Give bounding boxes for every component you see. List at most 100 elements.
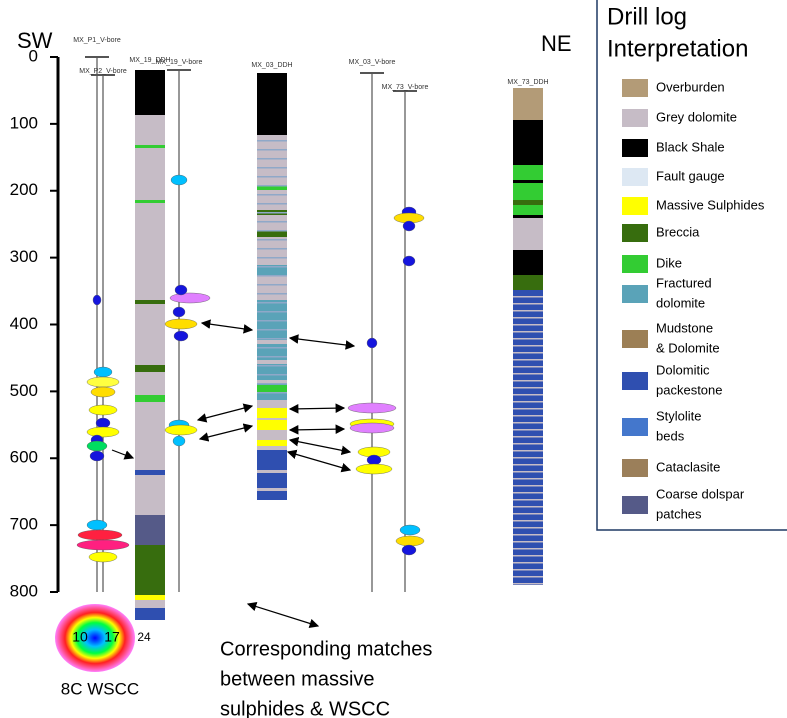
- wscc-disc: [87, 520, 107, 530]
- wscc-disc: [173, 307, 185, 317]
- stripe: [513, 450, 543, 452]
- lithology-band: [257, 300, 287, 330]
- stripe: [257, 284, 287, 286]
- stripe: [257, 338, 287, 340]
- legend-label: Coarse dolspar: [656, 486, 745, 501]
- wscc-disc: [96, 418, 110, 428]
- stripe: [513, 380, 543, 382]
- stripe: [257, 383, 287, 385]
- lithology-band: [513, 200, 543, 205]
- stripe: [513, 436, 543, 438]
- stripe: [257, 320, 287, 322]
- stripe: [257, 266, 287, 268]
- lithology-band: [135, 405, 165, 470]
- legend-label: Fault gauge: [656, 168, 725, 183]
- lithology-band: [257, 470, 287, 473]
- stripe: [513, 422, 543, 424]
- arrow: [290, 429, 344, 430]
- stripe: [513, 513, 543, 515]
- stripe: [513, 534, 543, 536]
- depth-tick-label: 200: [10, 180, 38, 199]
- lithology-band: [257, 408, 287, 418]
- depth-tick-label: 300: [10, 247, 38, 266]
- wscc-disc: [165, 319, 197, 329]
- depth-tick-label: 700: [10, 515, 38, 534]
- arrow: [202, 323, 252, 330]
- legend-title: Interpretation: [607, 35, 748, 62]
- wscc-disc: [78, 530, 122, 540]
- stripe: [257, 194, 287, 196]
- stripe: [513, 541, 543, 543]
- depth-tick-label: 400: [10, 314, 38, 333]
- stripe: [257, 311, 287, 313]
- legend-label: Black Shale: [656, 139, 725, 154]
- legend-swatch: [622, 139, 648, 157]
- borehole-label: MX_19_V-bore: [156, 59, 203, 66]
- wscc-disc: [173, 436, 185, 446]
- depth-tick-label: 0: [29, 46, 38, 65]
- stripe: [513, 562, 543, 564]
- stripe: [513, 345, 543, 347]
- arrow: [112, 450, 133, 458]
- stripe: [513, 310, 543, 312]
- wscc-disc: [165, 425, 197, 435]
- stripe: [513, 520, 543, 522]
- lithology-band: [135, 300, 165, 304]
- legend-swatch: [622, 109, 648, 127]
- lithology-band: [513, 275, 543, 290]
- stripe: [513, 464, 543, 466]
- arrow: [290, 408, 344, 409]
- stripe: [257, 248, 287, 250]
- wscc-disc: [400, 525, 420, 535]
- legend-swatch: [622, 496, 648, 514]
- scale-tick-label: 10: [72, 629, 88, 645]
- arrow: [290, 440, 350, 452]
- stripe: [513, 555, 543, 557]
- stripe: [513, 569, 543, 571]
- stripe: [257, 203, 287, 205]
- wscc-disc: [89, 552, 117, 562]
- lithology-band: [513, 215, 543, 218]
- legend-label: & Dolomite: [656, 340, 720, 355]
- lithology-band: [257, 420, 287, 430]
- lithology-band: [135, 545, 165, 595]
- stripe: [513, 331, 543, 333]
- stripe: [257, 239, 287, 241]
- lithology-band: [257, 340, 287, 344]
- drill-log-figure: SW NE 8C WSCC 0100200300400500600700800M…: [0, 0, 787, 718]
- stripe: [513, 485, 543, 487]
- wscc-disc: [77, 540, 129, 550]
- stripe: [257, 230, 287, 232]
- stripe: [257, 374, 287, 376]
- stripe: [513, 366, 543, 368]
- wscc-disc: [367, 455, 381, 465]
- stripe: [257, 176, 287, 178]
- stripe: [513, 352, 543, 354]
- lithology-band: [257, 73, 287, 135]
- stripe: [257, 392, 287, 394]
- stripe: [513, 338, 543, 340]
- wscc-disc: [356, 464, 392, 474]
- stripe: [257, 275, 287, 277]
- borehole-label: MX_P2_V-bore: [79, 68, 127, 75]
- legend-label: Stylolite: [656, 408, 702, 423]
- wscc-disc: [403, 256, 415, 266]
- lithology-band: [257, 385, 287, 392]
- arrow: [198, 406, 252, 420]
- wscc-disc: [348, 403, 396, 413]
- lithology-band: [135, 145, 165, 148]
- lithology-band: [257, 360, 287, 364]
- stripe: [513, 401, 543, 403]
- stripe: [257, 329, 287, 331]
- wscc-disc: [91, 387, 115, 397]
- legend-label: Cataclasite: [656, 459, 720, 474]
- arrow: [200, 426, 252, 439]
- annotation-line: Corresponding matches: [220, 638, 432, 660]
- scale-title: 8C WSCC: [61, 679, 139, 698]
- wscc-disc: [87, 427, 119, 437]
- wscc-disc: [94, 367, 112, 377]
- scale-tick-label: 24: [137, 630, 151, 644]
- legend-label: beds: [656, 428, 685, 443]
- stripe: [513, 506, 543, 508]
- lithology-band: [513, 180, 543, 183]
